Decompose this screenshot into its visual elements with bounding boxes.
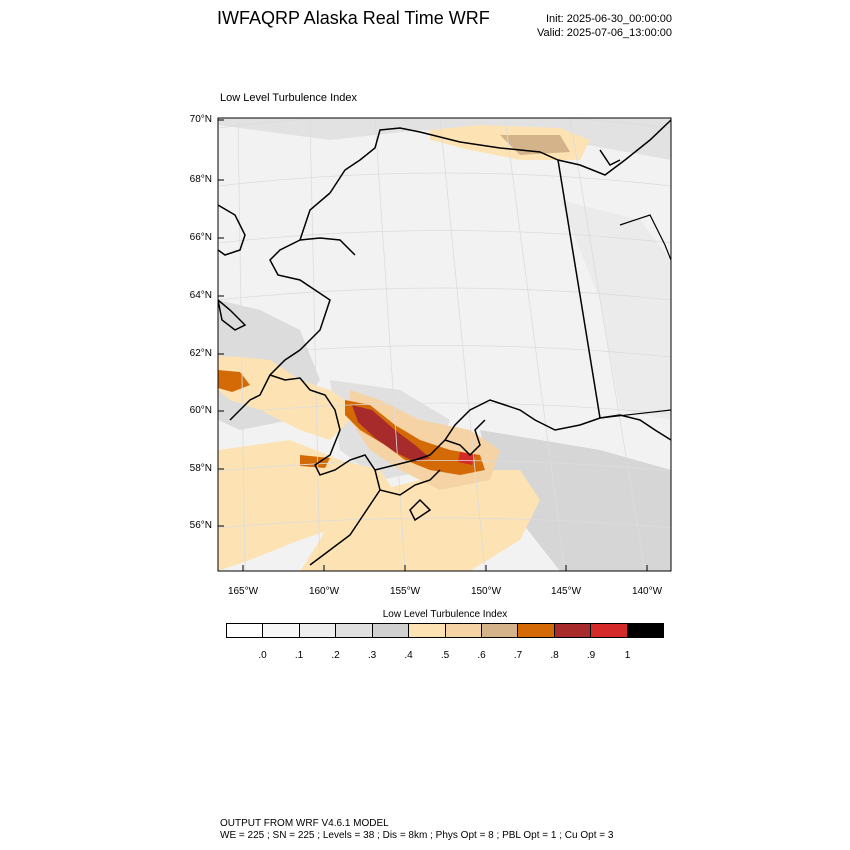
- model-footer: OUTPUT FROM WRF V4.6.1 MODEL WE = 225 ; …: [220, 818, 613, 842]
- lat-label: 64°N: [189, 290, 212, 301]
- lat-label: 68°N: [189, 174, 212, 185]
- border-line: [599, 409, 671, 419]
- colorbar-swatch: [372, 624, 410, 637]
- colorbar-swatch: [409, 624, 446, 637]
- colorbar-tick-label: .3: [367, 650, 377, 661]
- lat-label: 58°N: [189, 463, 212, 474]
- border-line: [619, 214, 671, 261]
- colorbar-swatch: [336, 624, 373, 637]
- valid-time: Valid: 2025-07-06_13:00:00: [537, 27, 672, 39]
- map-frame: [217, 117, 672, 572]
- lat-label: 66°N: [189, 232, 212, 243]
- field-title: Low Level Turbulence Index: [220, 92, 357, 104]
- lon-label: 155°W: [389, 586, 421, 597]
- turbulence-area: [480, 430, 671, 571]
- footer-line-1: OUTPUT FROM WRF V4.6.1 MODEL: [220, 818, 389, 829]
- graticule: [218, 118, 671, 571]
- colorbar-swatch: [591, 624, 628, 637]
- colorbar-tick-label: .1: [294, 650, 304, 661]
- colorbar-title: Low Level Turbulence Index: [382, 609, 508, 620]
- turbulence-core: [352, 405, 430, 462]
- colorbar-tick-label: .8: [550, 650, 559, 661]
- turbulence-area: [300, 470, 540, 571]
- plot-title: IWFAQRP Alaska Real Time WRF: [217, 8, 490, 28]
- colorbar-tick-label: .9: [586, 650, 596, 661]
- colorbar-tick-label: .7: [513, 650, 523, 661]
- colorbar-tick-label: .0: [258, 650, 267, 661]
- lon-label: 145°W: [550, 586, 582, 597]
- lat-label: 60°N: [189, 405, 212, 416]
- colorbar-tick-label: .2: [331, 650, 340, 661]
- border-line: [557, 159, 601, 419]
- init-time: Init: 2025-06-30_00:00:00: [546, 13, 672, 25]
- lat-label: 56°N: [189, 520, 212, 531]
- map-field: [218, 118, 671, 571]
- time-info: Init: 2025-06-30_00:00:00 Valid: 2025-07…: [537, 12, 672, 40]
- colorbar-tick-label: .6: [477, 650, 486, 661]
- lat-label: 62°N: [189, 348, 212, 359]
- lon-label: 160°W: [308, 586, 340, 597]
- colorbar-tick-label: .4: [404, 650, 413, 661]
- colorbar-swatch: [227, 624, 264, 637]
- turbulence-area: [218, 440, 400, 571]
- axis-ticks: [218, 119, 648, 571]
- colorbar-tick-label: 1: [624, 650, 631, 661]
- footer-line-2: WE = 225 ; SN = 225 ; Levels = 38 ; Dis …: [220, 830, 614, 841]
- turbulence-area: [560, 200, 671, 420]
- colorbar-swatch: [481, 624, 519, 637]
- colorbar-swatch: [445, 624, 482, 637]
- colorbar-tick-label: .5: [440, 650, 450, 661]
- lon-label: 165°W: [227, 586, 259, 597]
- colorbar: [226, 623, 664, 638]
- colorbar-swatch: [518, 624, 555, 637]
- lon-label: 140°W: [631, 586, 663, 597]
- colorbar-swatch: [554, 624, 592, 637]
- colorbar-swatch: [263, 624, 300, 637]
- lat-label: 70°N: [189, 114, 212, 125]
- lon-label: 150°W: [470, 586, 502, 597]
- colorbar-swatch: [627, 624, 664, 637]
- coastline: [218, 119, 671, 566]
- colorbar-swatch: [299, 624, 337, 637]
- turbulence-area: [218, 355, 360, 440]
